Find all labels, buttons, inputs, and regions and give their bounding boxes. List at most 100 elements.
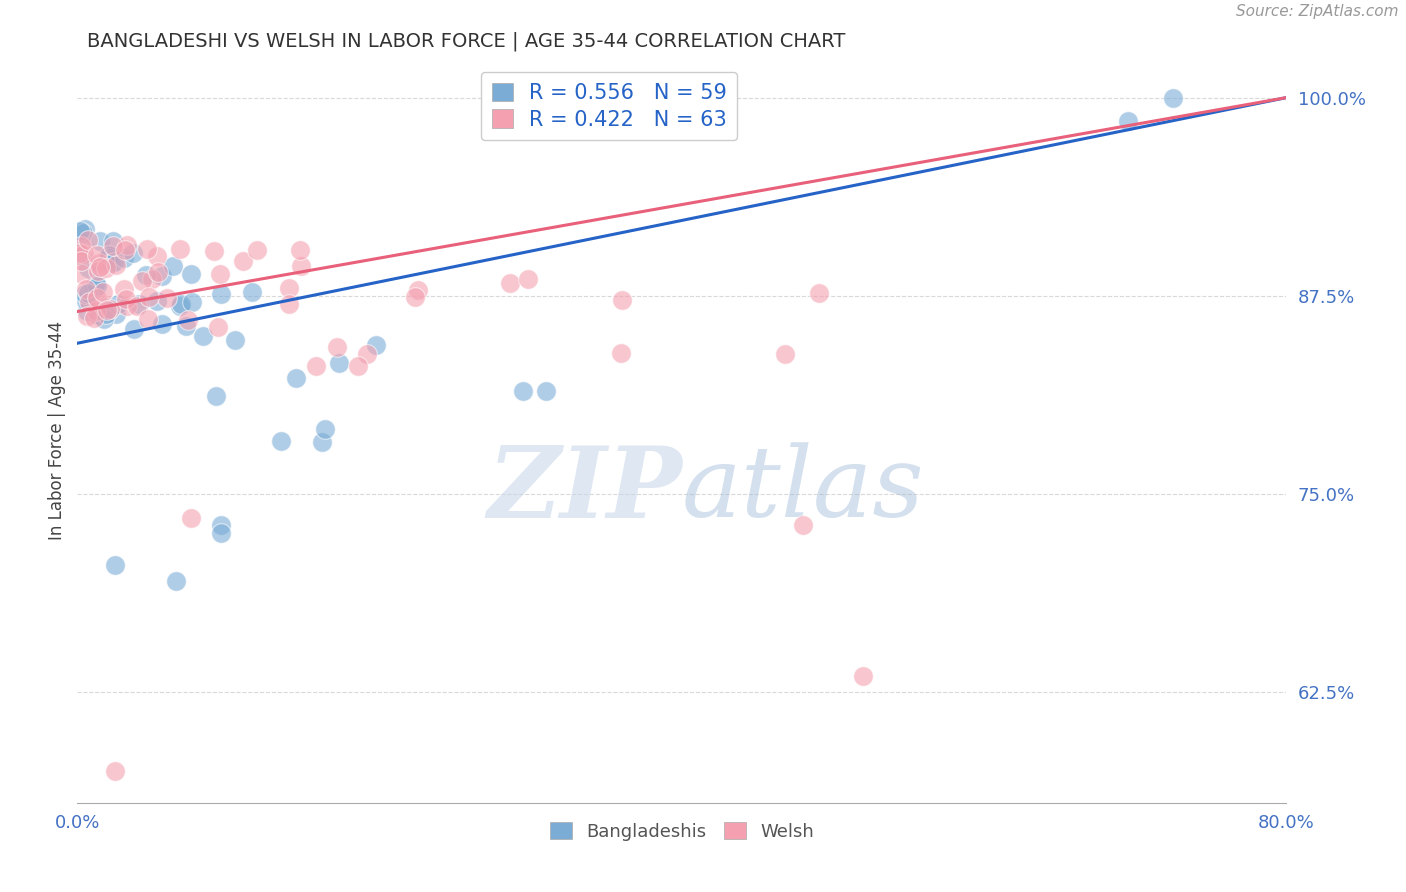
Point [512, 384, 534, 398]
Text: ZIP: ZIP [486, 442, 682, 538]
Point [75, 282, 97, 296]
Point [852, 669, 875, 683]
Point [326, 340, 349, 354]
Point [285, 371, 308, 385]
Point [77, 285, 100, 300]
Point [128, 297, 150, 311]
Point [136, 312, 159, 326]
Point [122, 322, 145, 336]
Point [364, 338, 387, 352]
Point [125, 299, 148, 313]
Point [208, 267, 231, 281]
Point [70, 254, 93, 268]
Point [107, 296, 129, 310]
Point [96, 303, 118, 318]
Legend: Bangladeshis, Welsh: Bangladeshis, Welsh [541, 814, 823, 850]
Point [207, 320, 229, 334]
Point [87, 308, 110, 322]
Point [97, 248, 120, 262]
Text: BANGLADESHI VS WELSH IN LABOR FORCE | AGE 35-44 CORRELATION CHART: BANGLADESHI VS WELSH IN LABOR FORCE | AG… [87, 31, 845, 51]
Point [94, 301, 117, 316]
Point [516, 272, 538, 286]
Point [77, 294, 100, 309]
Point [136, 242, 159, 256]
Point [98, 301, 121, 316]
Point [104, 764, 127, 778]
Point [75, 293, 97, 308]
Point [165, 574, 187, 588]
Point [103, 254, 125, 268]
Point [305, 359, 328, 373]
Point [121, 246, 143, 260]
Point [170, 297, 193, 311]
Point [311, 435, 333, 450]
Text: atlas: atlas [682, 442, 925, 538]
Point [792, 518, 814, 533]
Point [105, 258, 128, 272]
Point [406, 283, 429, 297]
Point [131, 274, 153, 288]
Point [232, 254, 254, 268]
Point [1161, 90, 1184, 104]
Point [191, 329, 214, 343]
Point [138, 290, 160, 304]
Point [94, 261, 117, 276]
Point [169, 299, 191, 313]
Point [69, 223, 91, 237]
Point [609, 345, 631, 359]
Point [150, 318, 173, 332]
Point [69, 246, 91, 260]
Point [499, 276, 522, 290]
Point [209, 287, 232, 301]
Point [288, 243, 311, 257]
Point [98, 249, 121, 263]
Point [115, 299, 138, 313]
Point [112, 252, 135, 266]
Point [104, 558, 127, 573]
Point [115, 292, 138, 306]
Point [205, 388, 228, 402]
Point [87, 256, 110, 270]
Point [534, 384, 557, 398]
Point [270, 434, 292, 449]
Point [179, 267, 201, 281]
Point [76, 304, 98, 318]
Point [89, 234, 111, 248]
Point [278, 281, 301, 295]
Point [181, 294, 204, 309]
Point [76, 309, 98, 323]
Point [356, 347, 378, 361]
Point [77, 233, 100, 247]
Point [101, 239, 124, 253]
Point [150, 268, 173, 283]
Point [328, 356, 350, 370]
Point [86, 291, 108, 305]
Point [87, 264, 110, 278]
Point [91, 285, 114, 300]
Point [141, 272, 163, 286]
Point [115, 238, 138, 252]
Point [209, 526, 232, 541]
Point [224, 333, 246, 347]
Point [135, 268, 157, 282]
Point [86, 278, 108, 293]
Point [70, 235, 93, 250]
Point [94, 307, 117, 321]
Point [72, 226, 94, 240]
Point [83, 281, 105, 295]
Point [112, 282, 135, 296]
Point [209, 518, 232, 533]
Point [180, 510, 202, 524]
Point [278, 296, 301, 310]
Y-axis label: In Labor Force | Age 35-44: In Labor Force | Age 35-44 [48, 321, 66, 540]
Point [240, 285, 263, 300]
Point [84, 304, 107, 318]
Point [176, 313, 198, 327]
Point [290, 260, 312, 274]
Point [146, 249, 169, 263]
Point [807, 285, 830, 300]
Point [75, 286, 97, 301]
Point [146, 294, 169, 309]
Text: Source: ZipAtlas.com: Source: ZipAtlas.com [1236, 4, 1399, 20]
Point [404, 290, 426, 304]
